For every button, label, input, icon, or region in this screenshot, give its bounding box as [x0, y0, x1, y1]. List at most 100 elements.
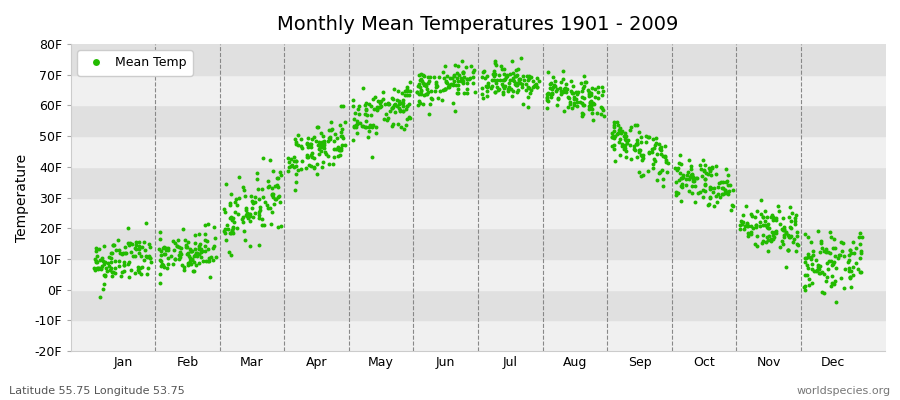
Point	[715, 190, 729, 197]
Point	[594, 104, 608, 110]
Point	[436, 69, 450, 75]
Point	[140, 271, 154, 277]
Point	[694, 166, 708, 172]
Point	[351, 106, 365, 112]
Point	[200, 237, 214, 244]
Point	[760, 234, 775, 240]
Point	[824, 258, 839, 264]
Point	[764, 238, 778, 245]
Point	[783, 234, 797, 240]
Point	[170, 243, 184, 249]
Point	[400, 115, 414, 122]
Point	[369, 104, 383, 110]
Point	[490, 77, 504, 83]
Point	[799, 261, 814, 268]
Point	[121, 240, 135, 246]
Point	[756, 222, 770, 228]
Point	[708, 171, 723, 177]
Point	[252, 196, 266, 202]
Point	[484, 77, 499, 84]
Point	[252, 208, 266, 215]
Point	[350, 120, 365, 127]
Point	[154, 263, 168, 269]
Point	[561, 94, 575, 100]
Point	[333, 147, 347, 154]
Point	[300, 152, 314, 158]
Point	[208, 235, 222, 242]
Point	[629, 141, 643, 147]
Point	[395, 90, 410, 96]
Point	[250, 169, 265, 176]
Point	[639, 138, 653, 145]
Point	[302, 162, 316, 168]
Point	[635, 153, 650, 160]
Point	[487, 58, 501, 64]
Point	[100, 268, 114, 274]
Point	[504, 85, 518, 92]
Point	[717, 186, 732, 193]
Point	[387, 101, 401, 107]
Point	[849, 244, 863, 251]
Point	[630, 140, 644, 147]
Point	[362, 101, 376, 108]
Point	[246, 214, 260, 220]
Point	[259, 202, 274, 208]
Point	[850, 266, 865, 272]
Point	[223, 230, 238, 236]
Point	[607, 134, 621, 141]
Point	[287, 136, 302, 142]
Point	[346, 97, 361, 104]
Point	[734, 221, 749, 228]
Point	[496, 82, 510, 89]
Point	[303, 163, 318, 169]
Point	[762, 233, 777, 239]
Point	[587, 101, 601, 107]
Point	[570, 91, 584, 98]
Point	[329, 146, 344, 152]
Point	[842, 247, 857, 253]
Point	[613, 152, 627, 158]
Point	[509, 88, 524, 95]
Point	[655, 153, 670, 160]
Point	[96, 272, 111, 278]
Point	[519, 73, 534, 79]
Point	[455, 78, 470, 84]
Point	[222, 202, 237, 208]
Point	[824, 283, 838, 290]
Point	[328, 131, 342, 137]
Point	[834, 248, 849, 254]
Point	[518, 87, 533, 93]
Point	[232, 195, 247, 201]
Point	[631, 148, 645, 155]
Point	[144, 258, 158, 265]
Point	[261, 184, 275, 190]
Point	[627, 146, 642, 152]
Point	[187, 246, 202, 253]
Point	[301, 135, 315, 141]
Point	[400, 86, 414, 93]
Point	[400, 84, 415, 90]
Point	[784, 225, 798, 232]
Point	[783, 204, 797, 210]
Point	[264, 221, 278, 227]
Point	[584, 85, 598, 92]
Point	[182, 253, 196, 259]
Point	[710, 198, 724, 205]
Point	[502, 84, 517, 90]
Point	[827, 281, 842, 288]
Point	[642, 134, 656, 140]
Point	[273, 199, 287, 205]
Point	[581, 89, 596, 95]
Point	[228, 198, 242, 205]
Point	[128, 270, 142, 277]
Point	[682, 157, 697, 163]
Point	[284, 163, 298, 169]
Point	[439, 72, 454, 79]
Point	[98, 259, 112, 265]
Point	[293, 166, 308, 172]
Point	[207, 224, 221, 230]
Point	[114, 272, 129, 279]
Point	[116, 250, 130, 256]
Point	[217, 228, 231, 234]
Point	[268, 196, 283, 202]
